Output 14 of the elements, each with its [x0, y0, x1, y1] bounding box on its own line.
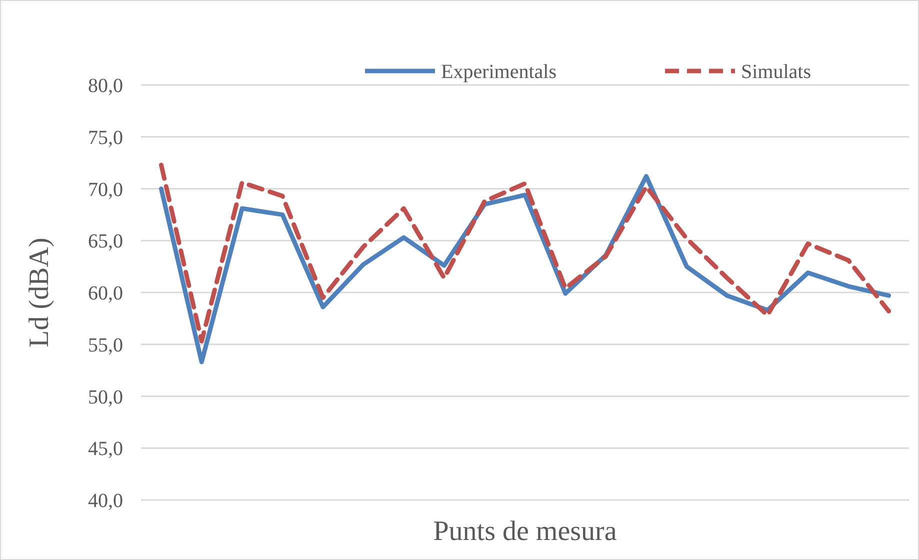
y-tick-label: 60,0 [88, 282, 123, 304]
legend-label: Experimentals [441, 61, 557, 83]
y-tick-label: 50,0 [88, 386, 123, 408]
y-tick-label: 55,0 [88, 334, 123, 356]
legend-label: Simulats [741, 61, 812, 83]
y-tick-label: 45,0 [88, 438, 123, 460]
y-tick-label: 65,0 [88, 230, 123, 253]
y-axis-title: Ld (dBA) [24, 238, 55, 348]
y-tick-label: 40,0 [88, 490, 123, 512]
y-tick-label: 70,0 [88, 178, 123, 201]
x-axis-title: Punts de mesura [433, 516, 618, 547]
y-tick-label: 80,0 [88, 75, 123, 97]
y-tick-label: 75,0 [88, 126, 123, 149]
line-series [158, 162, 892, 344]
